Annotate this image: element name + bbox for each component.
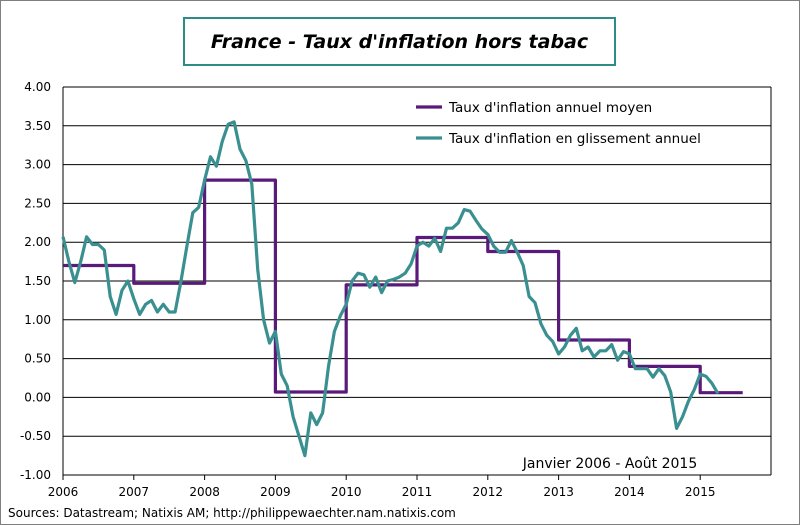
x-tick-label: 2014 [614, 485, 645, 499]
legend-label: Taux d'inflation en glissement annuel [448, 131, 701, 147]
y-tick-label: 0.00 [24, 390, 51, 404]
y-tick-label: 4.00 [24, 80, 51, 94]
y-tick-label: 1.50 [24, 274, 51, 288]
x-tick-label: 2007 [119, 485, 150, 499]
series-line-yoy [61, 120, 720, 458]
y-tick-label: 3.00 [24, 158, 51, 172]
y-tick-label: 0.50 [24, 352, 51, 366]
chart-title-box: France - Taux d'inflation hors tabac [183, 17, 616, 66]
x-tick-label: 2010 [331, 485, 362, 499]
y-tick-label: 3.50 [24, 119, 51, 133]
legend-label: Taux d'inflation annuel moyen [448, 100, 652, 116]
x-tick-label: 2011 [402, 485, 433, 499]
source-note: Sources: Datastream; Natixis AM; http://… [8, 506, 456, 520]
y-tick-label: -1.00 [20, 468, 51, 482]
x-tick-label: 2013 [543, 485, 574, 499]
y-tick-label: -0.50 [20, 429, 51, 443]
series-line-annual-average [63, 178, 743, 395]
x-tick-label: 2012 [473, 485, 504, 499]
x-tick-label: 2009 [260, 485, 291, 499]
x-tick-label: 2015 [685, 485, 716, 499]
y-tick-label: 2.50 [24, 196, 51, 210]
y-tick-label: 2.00 [24, 235, 51, 249]
x-tick-label: 2006 [48, 485, 79, 499]
x-tick-label: 2008 [189, 485, 220, 499]
period-note: Janvier 2006 - Août 2015 [522, 456, 698, 472]
chart-title: France - Taux d'inflation hors tabac [210, 30, 589, 53]
y-tick-label: 1.00 [24, 313, 51, 327]
